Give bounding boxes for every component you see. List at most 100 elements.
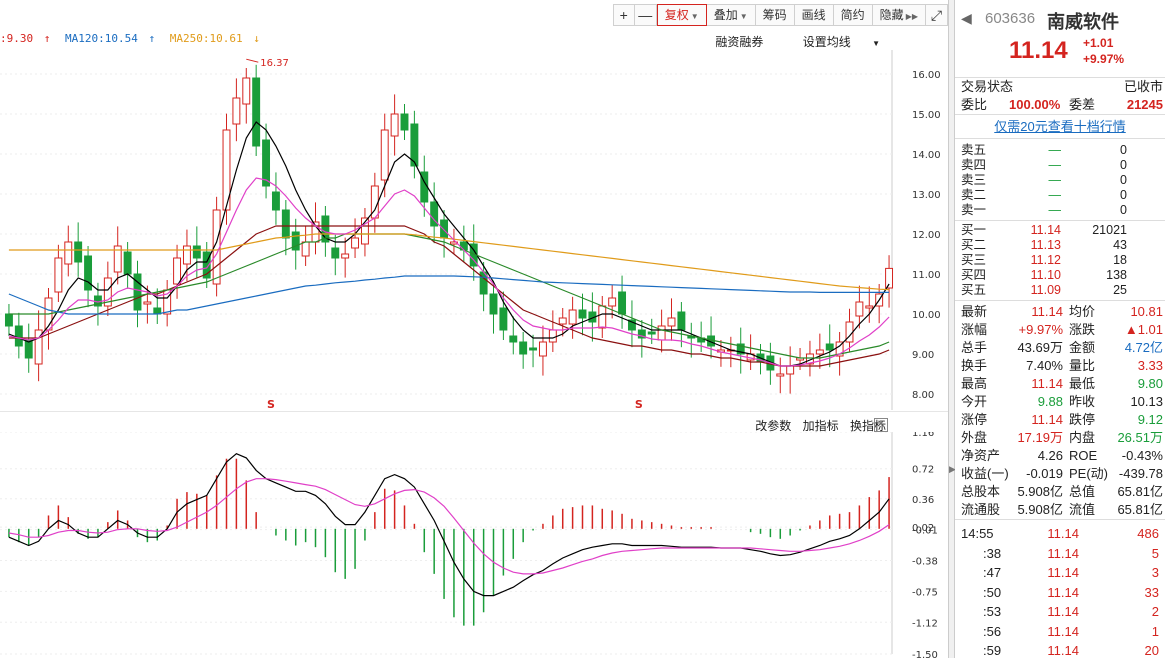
quote-label: 涨跌 [1069,322,1096,337]
quote-stats: 最新 11.14 均价 10.81 涨幅 +9.97% 涨跌 ▲1.01 总手 43.69万 金额 4… [955,301,1165,520]
quote-value: +9.97% [1018,322,1063,337]
adjust-button[interactable]: 复权 ▼ [656,4,707,26]
level-volume: 21021 [1092,223,1127,237]
candle-body [182,245,191,265]
y-tick-label: 15.00 [912,110,941,121]
panel-divider[interactable] [948,0,955,658]
ask-row: 卖二 — 0 [955,188,1165,203]
quote-value: -439.78 [1118,466,1163,481]
quote-label: 均价 [1069,304,1096,319]
candle-body [54,257,63,293]
quote-value: 11.14 [1031,304,1063,319]
y-tick-label: 10.00 [912,310,941,321]
fullscreen-button[interactable]: ⤢ [926,4,948,26]
candle-body [776,373,785,377]
modify-params-link[interactable]: 改参数 [755,419,792,433]
chips-button[interactable]: 筹码 [755,4,795,26]
close-icon[interactable]: ✕ [874,418,888,432]
zoom-in-button[interactable]: + [612,4,635,26]
tick-price: 11.14 [1047,623,1079,639]
y-tick-label: 9.00 [912,350,934,361]
candle-body [222,129,231,211]
bid-row: 买五 11.09 25 [955,283,1165,298]
change-indicator-link[interactable]: 换指标 [849,419,886,433]
level-label: 买五 [961,283,987,297]
collapse-arrow-icon[interactable]: ▶ [949,464,956,474]
candle-body [341,253,350,259]
candle-body [568,309,577,325]
level-price: 11.09 [1030,283,1061,297]
kline-chart[interactable]: 16.00 15.00 14.00 13.00 12.00 11.00 10.00 9.00 8… [0,50,948,412]
overlay-button[interactable]: 叠加 ▼ [706,4,756,26]
quote-label: 跌停 [1069,412,1096,427]
macd-chart[interactable]: 1.16 0.72 0.36 0.02-0.01 -0.38 -0.75 -1.12 -1.5… [0,432,948,658]
candle-body [301,241,310,257]
quote-row: 换手 7.40% 量比 3.33 [955,357,1165,375]
candle-body [4,313,13,327]
y-tick-label: 8.00 [912,390,934,401]
tick-volume: 3 [1151,565,1159,580]
quote-label: 流通股 [961,502,1001,517]
quote-row: 净资产 4.26 ROE -0.43% [955,447,1165,465]
candle-body [400,113,409,131]
y-tick-label: -0.75 [912,587,938,598]
back-arrow-icon[interactable]: ◀ [961,10,972,26]
max-price-label: 16.37 [260,58,289,69]
level-price: — [1048,203,1062,217]
y-tick-label: 0.36 [912,495,934,506]
tick-list[interactable]: 14:55 11.14 486:38 11.14 5:47 11.14 3:50 11.14 3… [955,520,1165,658]
candle-body [351,237,360,249]
candle-body [618,291,627,315]
ma-setting-link[interactable]: 设置均线 ▼ [802,35,880,49]
candle-body [489,293,498,315]
tick-row: :56 11.14 1 [955,622,1165,642]
candle-body [14,325,23,347]
zoom-out-button[interactable]: — [634,4,657,26]
y-tick-label: 1.16 [912,432,934,439]
candle-body [865,305,874,309]
draw-line-button[interactable]: 画线 [794,4,834,26]
candle-body [736,343,745,355]
quote-label: 换手 [961,358,988,373]
tick-row: :50 11.14 33 [955,583,1165,603]
quote-value: -0.43% [1121,448,1163,463]
quote-value: 10.81 [1130,304,1163,319]
quote-label: 金额 [1069,340,1096,355]
ma-line-ma60 [8,233,890,359]
candle-body [192,245,201,259]
level2-link[interactable]: 仅需20元查看十档行情 [955,115,1165,139]
add-indicator-link[interactable]: 加指标 [802,419,839,433]
tick-price: 11.14 [1047,584,1079,600]
candle-body [84,255,93,291]
tick-volume: 486 [1137,526,1159,541]
ma-line-ma5 [8,121,890,367]
level-price: — [1048,158,1062,172]
hide-label: 隐藏 [879,8,904,22]
candle-body [281,209,290,239]
tick-time: :53 [983,604,1002,619]
y-tick-label: -0.01 [912,526,938,537]
quote-row: 总股本 5.908亿 总值 65.81亿 [955,483,1165,501]
status-label: 交易状态 [961,79,1014,94]
chart-area[interactable]: + — 复权 ▼ 叠加 ▼ 筹码 画线 简约 隐藏 ▶▶ ⤢ :9.30 ↑ MA12… [0,0,948,658]
candle-body [825,343,834,351]
quote-value: 17.19万 [1017,430,1063,445]
dif-line [8,453,890,597]
chart-toolbar: + — 复权 ▼ 叠加 ▼ 筹码 画线 简约 隐藏 ▶▶ ⤢ [612,4,948,26]
weibi-row: 委比 100.00% 委差 21245 [955,96,1165,114]
quote-row: 总手 43.69万 金额 4.72亿 [955,339,1165,357]
margin-trading-link[interactable]: 融资融券 [715,35,764,49]
level-label: 卖一 [961,203,987,217]
tick-volume: 20 [1144,643,1159,658]
candle-body [34,329,43,365]
simple-button[interactable]: 简约 [833,4,873,26]
tick-time: :56 [983,623,1002,639]
quote-row: 涨幅 +9.97% 涨跌 ▲1.01 [955,321,1165,339]
quote-panel: ◀ 603636 南威软件 11.14 +1.01 +9.97% 交易状态 已收… [955,0,1165,658]
candle-body [133,273,142,311]
candle-body [627,319,636,331]
hide-button[interactable]: 隐藏 ▶▶ [872,4,926,26]
quote-value: 5.908亿 [1017,484,1063,499]
candle-body [271,191,280,211]
candle-body [855,301,864,317]
